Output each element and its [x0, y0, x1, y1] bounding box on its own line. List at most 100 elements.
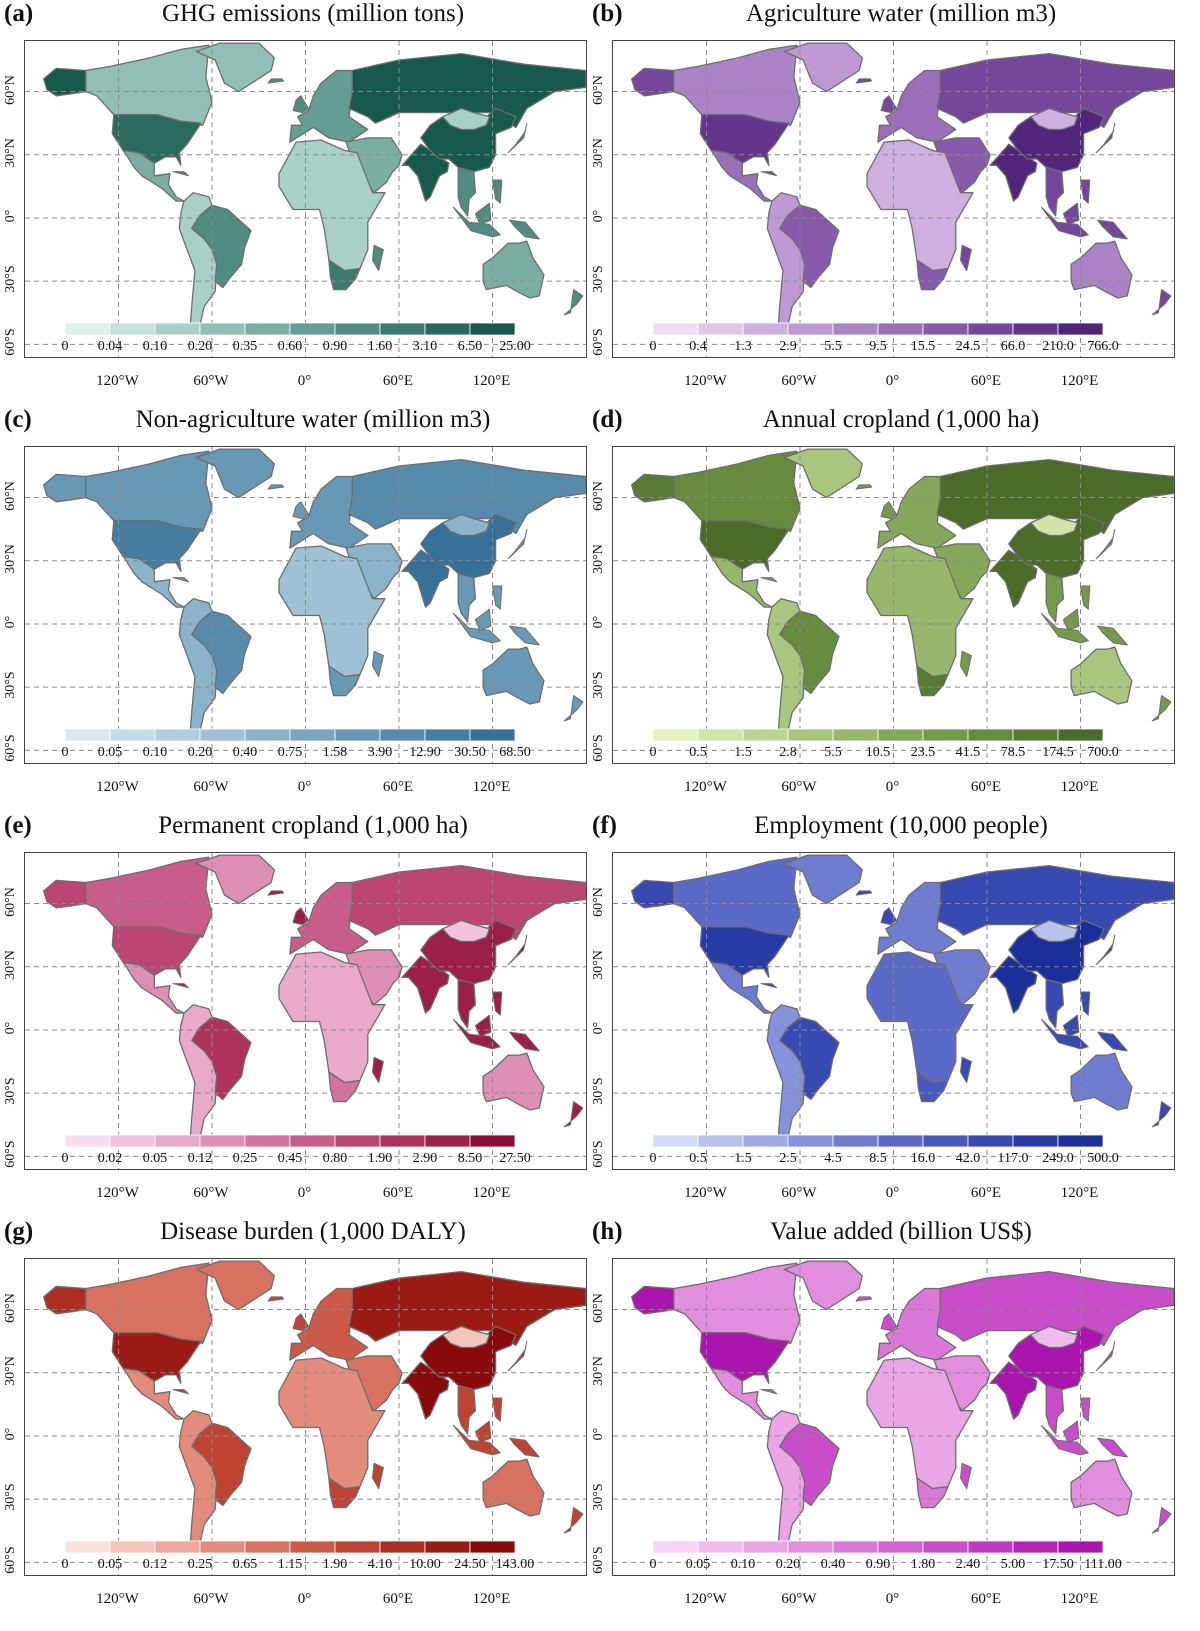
region-island [1097, 625, 1128, 646]
colorbar-tick-label: 6.50 [458, 339, 483, 354]
panel-title: Disease burden (1,000 DALY) [160, 1218, 466, 1245]
colorbar-swatch [742, 1134, 789, 1148]
longitude-label: 60°W [193, 1591, 229, 1607]
colorbar-swatch [154, 1134, 201, 1148]
world-map: 0 0.04 0.10 0.20 0.35 0.60 0.90 1.60 3.10 6.50 25.… [25, 41, 586, 357]
region-mongolia [1029, 919, 1079, 943]
latitude-label: 60°N [591, 74, 606, 105]
colorbar-swatch [289, 1134, 336, 1148]
region-island [372, 1056, 384, 1084]
map-panel-f: (f) Employment (10,000 people) 0 0.5 1.5 2.5 4… [588, 812, 1188, 1216]
map-frame: 0 0.04 0.10 0.20 0.35 0.60 0.90 1.60 3.10 6.50 25.… [24, 40, 587, 358]
region-mongolia [441, 919, 491, 943]
region-central-america [122, 961, 185, 1014]
region-island [1062, 608, 1080, 631]
panel-title: Agriculture water (million m3) [745, 0, 1057, 27]
region-island [507, 934, 528, 966]
world-map: 0 0.05 0.12 0.25 0.65 1.15 1.90 4.10 10.00 24.50 1… [25, 1259, 586, 1575]
colorbar-tick-label: 78.5 [1001, 745, 1026, 760]
colorbar-tick-label: 0.20 [776, 1557, 801, 1572]
longitude-label: 120°W [684, 1591, 727, 1607]
longitude-label: 0° [885, 1185, 900, 1201]
panel-label: (h) [592, 1218, 623, 1245]
region-north-america [111, 1332, 202, 1384]
colorbar-swatch [967, 1540, 1014, 1554]
region-island [507, 122, 528, 154]
colorbar-swatch [379, 1540, 426, 1554]
colorbar-swatch [697, 1540, 744, 1554]
region-island [292, 501, 310, 520]
region-russia [348, 458, 586, 535]
longitude-label: 120°W [96, 779, 139, 795]
region-australia [482, 1052, 545, 1111]
colorbar-swatch [154, 728, 201, 742]
region-greenland [195, 1260, 275, 1311]
colorbar-tick-label: 15.5 [911, 339, 936, 354]
region-island [1097, 1031, 1128, 1052]
colorbar-swatch [832, 322, 879, 336]
colorbar-tick-label: 0.60 [278, 339, 303, 354]
region-india [401, 549, 450, 608]
region-island [453, 1018, 501, 1050]
colorbar-swatch [379, 322, 426, 336]
region-europe [289, 1287, 369, 1361]
region-south-africa [328, 665, 361, 697]
colorbar-swatch [424, 322, 471, 336]
colorbar-tick-label: 8.5 [869, 1151, 887, 1166]
region-island [172, 983, 190, 989]
colorbar-tick-label: 0 [62, 1151, 69, 1166]
region-island [372, 650, 384, 678]
region-island [267, 78, 285, 84]
region-island [1095, 528, 1116, 560]
colorbar-tick-label: 10.00 [409, 1557, 441, 1572]
colorbar-swatch [787, 1540, 834, 1554]
latitude-label: 60°N [591, 886, 606, 917]
region-australia [1070, 646, 1133, 705]
colorbar-tick-label: 1.5 [734, 745, 752, 760]
colorbar-swatch [922, 322, 969, 336]
region-island [1080, 1397, 1091, 1422]
region-island [1095, 1340, 1116, 1372]
region-canada [85, 856, 213, 938]
region-island [1062, 1014, 1080, 1037]
panel-label: (c) [4, 406, 32, 433]
region-island [880, 1313, 898, 1332]
map-frame: 0 0.5 1.5 2.8 5.5 10.5 23.5 41.5 78.5 174.5 700.0 [612, 446, 1175, 764]
latitude-label: 30°S [591, 265, 606, 293]
region-se-asia [457, 166, 477, 217]
region-south-africa [916, 1071, 949, 1103]
colorbar-tick-label: 17.50 [1042, 1557, 1074, 1572]
colorbar-swatch [64, 1540, 111, 1554]
region-mongolia [1029, 513, 1079, 537]
colorbar-tick-label: 2.8 [779, 745, 797, 760]
latitude-label: 0° [3, 1021, 18, 1035]
colorbar-swatch [877, 728, 924, 742]
colorbar-tick-label: 1.90 [368, 1151, 393, 1166]
longitude-label: 60°W [193, 373, 229, 389]
colorbar-tick-label: 0.04 [98, 339, 123, 354]
region-south-africa [328, 259, 361, 291]
region-island [509, 625, 540, 646]
colorbar-swatch [334, 1134, 381, 1148]
colorbar-tick-label: 0.90 [866, 1557, 891, 1572]
colorbar-tick-label: 0.25 [233, 1151, 258, 1166]
colorbar-swatch [154, 322, 201, 336]
longitude-label: 60°E [970, 1185, 1002, 1201]
region-island [855, 78, 873, 84]
region-india [989, 955, 1038, 1014]
region-north-america [111, 114, 202, 166]
colorbar-tick-label: 766.0 [1087, 339, 1119, 354]
region-island [1097, 1437, 1128, 1458]
colorbar-tick-label: 1.3 [734, 339, 752, 354]
region-island [509, 1437, 540, 1458]
colorbar-tick-label: 0.75 [278, 745, 303, 760]
region-island [1041, 1424, 1089, 1456]
map-frame: 0 0.02 0.05 0.12 0.25 0.45 0.80 1.90 2.90 8.50 27.… [24, 852, 587, 1170]
latitude-label: 0° [591, 1427, 606, 1441]
longitude-label: 60°E [382, 1591, 414, 1607]
colorbar-tick-label: 0.05 [98, 1557, 123, 1572]
colorbar-tick-label: 9.5 [869, 339, 887, 354]
colorbar-tick-label: 5.5 [824, 339, 842, 354]
colorbar-swatch [697, 322, 744, 336]
region-alaska [631, 879, 675, 909]
